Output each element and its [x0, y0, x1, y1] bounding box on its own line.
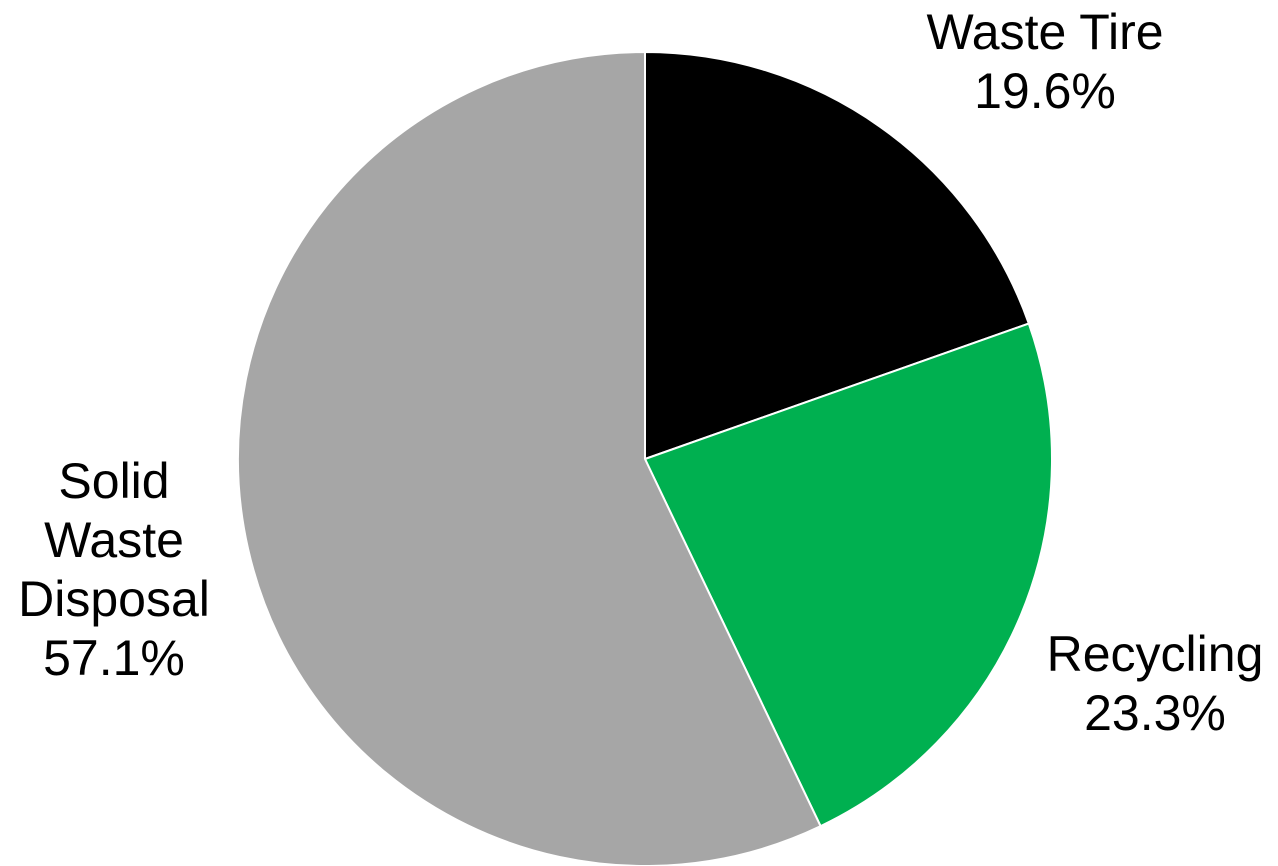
slice-label-line: Waste: [44, 512, 184, 568]
slice-label-line: Solid: [58, 453, 169, 509]
slice-label-solid-waste-disposal: Solid Waste Disposal 57.1%: [18, 453, 210, 686]
slice-label-line: 19.6%: [974, 63, 1116, 119]
pie-slice-recycling: [643, 322, 1053, 828]
slice-label-line: 57.1%: [43, 630, 185, 686]
slice-label-waste-tire: Waste Tire 19.6%: [926, 4, 1163, 119]
slice-label-line: 23.3%: [1084, 685, 1226, 741]
pie-labels: Waste Tire 19.6% Recycling 23.3% Solid Waste D…: [18, 4, 1263, 741]
pie-slices: [237, 50, 1053, 866]
slice-label-line: Recycling: [1047, 626, 1264, 682]
slice-label-line: Waste Tire: [926, 4, 1163, 60]
pie-slice-solid-waste-disposal: [237, 50, 822, 866]
slice-label-line: Disposal: [18, 571, 210, 627]
slice-label-recycling: Recycling 23.3%: [1047, 626, 1264, 741]
